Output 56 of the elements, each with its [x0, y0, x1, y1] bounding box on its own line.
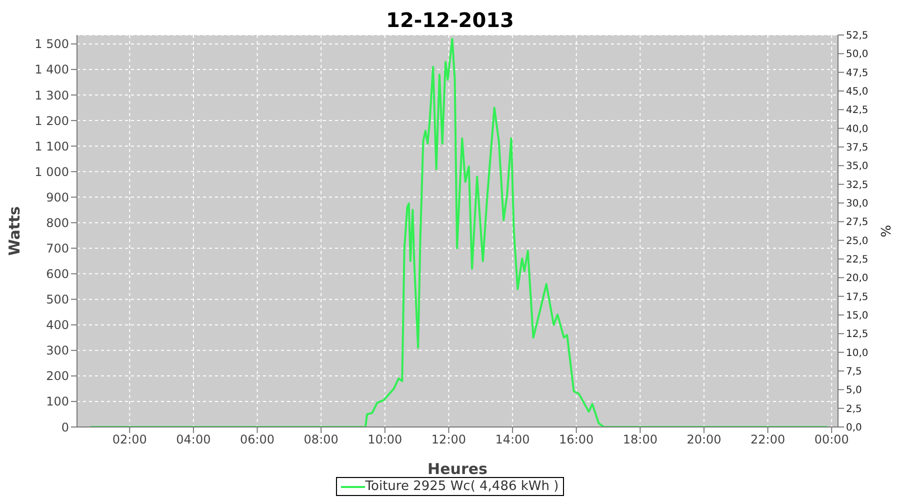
y2-tick-label: 22,5	[846, 254, 868, 266]
y2-tick-label: 2,5	[846, 404, 862, 415]
y2-tick-label: 0,0	[846, 422, 862, 434]
y-tick-label: 1 500	[34, 37, 69, 52]
y-tick-label: 200	[46, 369, 69, 384]
y2-tick-label: 15,0	[846, 310, 868, 322]
y-tick-label: 1 200	[34, 114, 69, 128]
legend-label: Toiture 2925 Wc( 4,486 kWh )	[365, 479, 559, 494]
x-tick-label: 08:00	[304, 432, 338, 447]
y2-tick-label: 37,5	[846, 142, 868, 154]
y2-tick-label: 25,0	[846, 236, 868, 247]
x-tick-label: 18:00	[622, 432, 658, 447]
y2-tick-label: 7,5	[846, 366, 862, 378]
x-axis-title: Heures	[428, 460, 488, 478]
y2-tick-label: 40,0	[846, 124, 868, 135]
y-tick-label: 1 000	[34, 164, 69, 179]
y-tick-label: 1 300	[34, 88, 69, 102]
x-tick-label: 06:00	[240, 432, 275, 447]
y2-tick-label: 20,0	[846, 273, 868, 284]
y2-tick-label: 45,0	[846, 86, 868, 98]
y-tick-label: 300	[46, 344, 69, 358]
y-tick-label: 600	[46, 267, 69, 282]
y2-axis-title: %	[880, 224, 895, 238]
y2-tick-label: 52,5	[846, 30, 868, 42]
y-tick-label: 1 400	[34, 62, 69, 77]
x-tick-label: 00:00	[814, 432, 849, 447]
y2-tick-label: 47,5	[846, 68, 868, 79]
x-tick-label: 22:00	[750, 432, 786, 447]
y-axis-title: Watts	[5, 206, 24, 256]
y-tick-label: 0	[61, 420, 69, 434]
y-tick-label: 400	[46, 318, 69, 332]
x-tick-label: 16:00	[559, 432, 594, 447]
x-tick-label: 20:00	[686, 432, 722, 447]
y2-tick-label: 30,0	[846, 198, 868, 210]
y2-tick-label: 35,0	[846, 161, 868, 172]
x-tick-label: 10:00	[368, 432, 402, 447]
y-tick-label: 700	[46, 242, 69, 256]
x-tick-label: 04:00	[176, 432, 211, 447]
y-tick-label: 800	[46, 216, 69, 230]
line-series	[89, 38, 828, 427]
y2-tick-label: 32,5	[846, 180, 868, 191]
x-tick-label: 02:00	[112, 432, 147, 447]
y-tick-label: 500	[46, 292, 69, 307]
y2-tick-label: 42,5	[846, 105, 868, 116]
y-tick-label: 100	[46, 394, 69, 409]
y2-tick-label: 50,0	[846, 49, 868, 60]
y-tick-label: 900	[46, 190, 69, 204]
x-tick-label: 14:00	[495, 432, 530, 447]
y-tick-label: 1 100	[34, 139, 69, 154]
y2-tick-label: 27,5	[846, 217, 868, 228]
y2-tick-label: 12,5	[846, 329, 868, 340]
y2-tick-label: 5,0	[846, 385, 862, 396]
x-tick-label: 12:00	[431, 432, 466, 447]
y2-tick-label: 10,0	[846, 348, 868, 359]
chart-title: 12-12-2013	[385, 8, 515, 32]
y2-tick-label: 17,5	[846, 292, 868, 303]
